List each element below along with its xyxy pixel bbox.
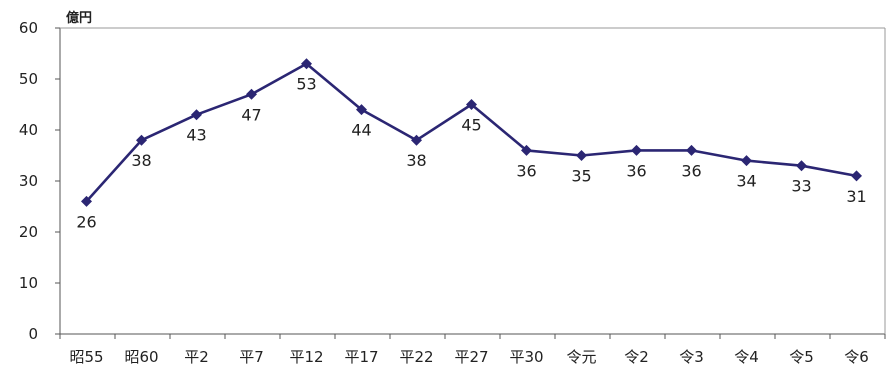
y-tick-label: 20 — [19, 223, 38, 241]
data-point-marker — [301, 58, 312, 70]
data-label: 36 — [681, 161, 701, 180]
data-point-marker — [466, 99, 477, 110]
x-tick-label: 平22 — [399, 348, 433, 366]
data-label: 53 — [296, 75, 316, 94]
x-tick-label: 昭55 — [69, 348, 103, 366]
data-point-marker — [796, 160, 807, 172]
x-tick-label: 平27 — [454, 348, 488, 366]
data-label: 43 — [186, 126, 206, 145]
data-point-marker — [686, 144, 697, 156]
data-point-marker — [411, 134, 422, 146]
data-point-marker — [521, 144, 532, 156]
x-tick-label: 令6 — [844, 348, 869, 366]
x-tick-label: 平12 — [289, 348, 323, 366]
unit-label: 億円 — [66, 10, 92, 26]
data-point-marker — [851, 170, 862, 182]
data-point-marker — [741, 155, 752, 167]
y-tick-label: 60 — [19, 19, 38, 37]
data-label: 36 — [626, 161, 646, 180]
x-tick-label: 平30 — [509, 348, 543, 366]
data-label: 26 — [76, 212, 96, 231]
x-tick-label: 令4 — [734, 348, 759, 366]
data-label: 45 — [461, 116, 481, 135]
y-tick-label: 0 — [28, 325, 38, 343]
data-point-marker — [631, 144, 642, 156]
x-tick-label: 平2 — [184, 348, 209, 366]
y-tick-label: 50 — [19, 70, 38, 88]
data-label: 44 — [351, 121, 371, 140]
data-label: 38 — [131, 151, 151, 170]
data-point-marker — [576, 150, 587, 161]
x-tick-label: 令5 — [789, 348, 814, 366]
data-label: 38 — [406, 151, 426, 170]
x-tick-label: 平7 — [239, 348, 264, 366]
data-point-marker — [246, 88, 257, 100]
data-point-marker — [356, 104, 367, 116]
data-point-marker — [136, 134, 147, 146]
data-point-marker — [81, 195, 92, 207]
x-tick-label: 令元 — [566, 348, 596, 366]
data-label: 47 — [241, 105, 261, 124]
data-label: 33 — [791, 177, 811, 196]
x-tick-label: 昭60 — [124, 348, 158, 366]
data-label: 35 — [571, 167, 591, 186]
data-label: 31 — [846, 187, 866, 206]
x-tick-label: 平17 — [344, 348, 378, 366]
x-tick-label: 令3 — [679, 348, 704, 366]
y-tick-label: 40 — [19, 121, 38, 139]
plot-area: 0 10 20 30 40 50 60 昭55 昭60 平2 平7 平12 平17 平22 平27 平30 令元… — [19, 19, 886, 366]
x-tick-label: 令2 — [624, 348, 649, 366]
data-label: 34 — [736, 172, 756, 191]
y-tick-label: 30 — [19, 172, 38, 190]
y-tick-label: 10 — [19, 274, 38, 292]
data-label: 36 — [516, 161, 536, 180]
data-point-marker — [191, 109, 202, 121]
